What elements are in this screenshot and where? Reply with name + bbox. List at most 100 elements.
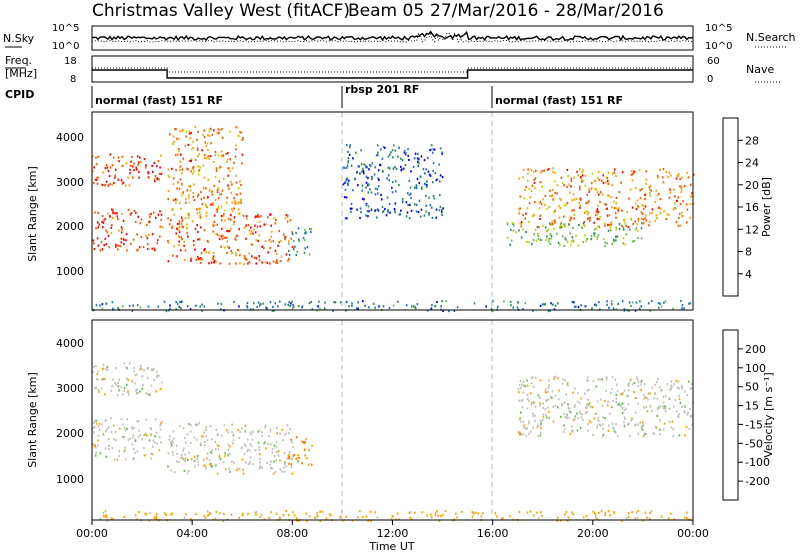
echo-cell bbox=[627, 389, 630, 392]
echo-cell bbox=[640, 211, 643, 214]
echo-cell bbox=[416, 177, 419, 181]
echo-cell bbox=[239, 262, 241, 265]
echo-cell bbox=[563, 428, 566, 431]
echo-cell bbox=[152, 211, 155, 214]
echo-cell bbox=[634, 186, 637, 190]
echo-cell bbox=[209, 155, 212, 158]
echo-cell bbox=[116, 215, 119, 218]
echo-cell bbox=[134, 451, 137, 454]
echo-cell bbox=[253, 302, 255, 305]
echo-cell bbox=[286, 424, 289, 427]
echo-cell bbox=[207, 240, 209, 243]
echo-cell bbox=[346, 164, 349, 167]
echo-cell bbox=[156, 242, 159, 245]
echo-cell bbox=[120, 241, 123, 244]
echo-cell bbox=[539, 304, 542, 307]
echo-cell bbox=[218, 456, 221, 459]
echo-cell bbox=[97, 226, 100, 229]
echo-cell bbox=[532, 309, 534, 312]
echo-cell bbox=[215, 511, 217, 514]
echo-cell bbox=[123, 515, 125, 518]
echo-cell bbox=[178, 229, 180, 232]
echo-cell bbox=[548, 416, 550, 419]
power-ytick-4000: 4000 bbox=[56, 131, 84, 144]
echo-cell bbox=[359, 207, 362, 210]
echo-cell bbox=[548, 384, 550, 387]
echo-cell bbox=[126, 391, 129, 394]
echo-cell bbox=[634, 202, 637, 205]
echo-cell bbox=[131, 379, 134, 382]
echo-cell bbox=[581, 226, 584, 229]
echo-cell bbox=[625, 407, 627, 410]
echo-cell bbox=[400, 169, 402, 172]
echo-cell bbox=[199, 207, 201, 210]
echo-cell bbox=[635, 423, 637, 426]
echo-cell bbox=[523, 197, 525, 200]
echo-cell bbox=[210, 261, 213, 264]
echo-cell bbox=[175, 128, 177, 131]
echo-cell bbox=[101, 248, 104, 251]
echo-cell bbox=[291, 441, 293, 444]
echo-cell bbox=[217, 128, 220, 131]
echo-cell bbox=[534, 177, 537, 180]
echo-cell bbox=[519, 420, 522, 423]
echo-cell bbox=[259, 466, 261, 469]
echo-cell bbox=[577, 392, 579, 395]
echo-cell bbox=[278, 229, 280, 233]
echo-cell bbox=[271, 309, 274, 312]
echo-cell bbox=[206, 142, 209, 145]
echo-cell bbox=[132, 434, 135, 437]
echo-cell bbox=[582, 169, 584, 172]
echo-cell bbox=[678, 397, 681, 400]
echo-cell bbox=[635, 376, 638, 379]
echo-cell bbox=[518, 208, 520, 211]
echo-cell bbox=[208, 189, 211, 192]
echo-cell bbox=[229, 470, 231, 473]
echo-cell bbox=[576, 412, 578, 415]
echo-cell bbox=[563, 401, 566, 404]
echo-cell bbox=[160, 172, 163, 175]
echo-cell bbox=[190, 519, 192, 522]
echo-cell bbox=[228, 467, 230, 470]
echo-cell bbox=[565, 203, 567, 206]
echo-cell bbox=[494, 512, 497, 515]
echo-cell bbox=[637, 510, 640, 513]
echo-cell bbox=[608, 223, 611, 226]
echo-cell bbox=[208, 251, 210, 254]
echo-cell bbox=[96, 221, 99, 224]
echo-cell bbox=[559, 243, 561, 246]
echo-cell bbox=[615, 401, 617, 404]
echo-cell bbox=[607, 171, 610, 174]
echo-cell bbox=[529, 196, 531, 199]
echo-cell bbox=[235, 174, 237, 177]
echo-cell bbox=[212, 203, 214, 206]
echo-cell bbox=[165, 310, 168, 313]
echo-cell bbox=[522, 168, 525, 171]
echo-cell bbox=[183, 516, 186, 519]
echo-cell bbox=[304, 454, 307, 457]
echo-cell bbox=[169, 133, 171, 136]
echo-cell bbox=[584, 234, 586, 237]
echo-cell bbox=[167, 189, 170, 193]
echo-cell bbox=[604, 514, 606, 517]
echo-cell bbox=[565, 511, 568, 514]
echo-cell bbox=[538, 225, 540, 229]
echo-cell bbox=[604, 417, 606, 420]
echo-cell bbox=[414, 203, 416, 206]
echo-cell bbox=[158, 172, 161, 175]
echo-cell bbox=[273, 309, 275, 312]
echo-cell bbox=[591, 406, 594, 409]
echo-cell bbox=[101, 220, 103, 223]
echo-cell bbox=[120, 226, 123, 229]
echo-cell bbox=[630, 218, 632, 221]
echo-cell bbox=[181, 219, 184, 222]
echo-cell bbox=[206, 457, 208, 460]
echo-cell bbox=[678, 173, 680, 176]
echo-cell bbox=[220, 215, 223, 218]
echo-cell bbox=[204, 141, 207, 144]
echo-cell bbox=[151, 164, 153, 168]
echo-cell bbox=[125, 239, 127, 242]
echo-cell bbox=[106, 166, 109, 169]
echo-cell bbox=[542, 415, 545, 419]
power-ytick-3000: 3000 bbox=[56, 176, 84, 189]
